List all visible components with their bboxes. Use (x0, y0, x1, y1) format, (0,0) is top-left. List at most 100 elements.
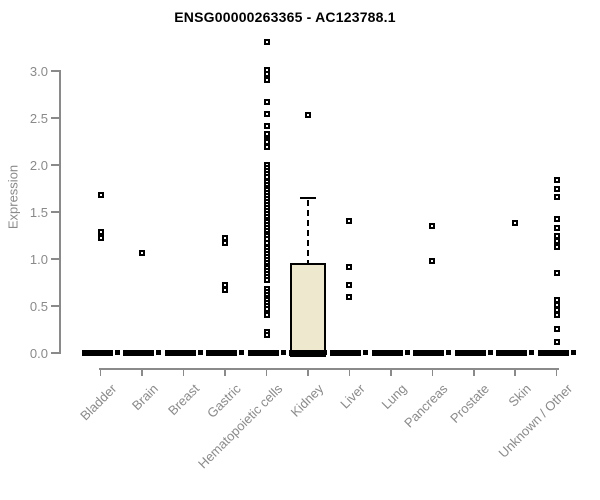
zero-point-square (114, 350, 120, 355)
zero-point-square (239, 350, 245, 355)
data-point (553, 338, 560, 345)
y-axis-tick (51, 352, 60, 354)
x-axis-tick (514, 368, 516, 376)
x-tick-label: Kidney (287, 381, 327, 420)
data-point (222, 240, 229, 247)
data-point (263, 332, 270, 339)
median-zero-bar (537, 350, 569, 356)
median-zero-bar (496, 350, 528, 356)
data-point (429, 223, 436, 230)
y-tick-label: 0.0 (29, 345, 48, 361)
data-point (304, 112, 311, 119)
x-tick-label: Gastric (203, 381, 244, 421)
data-point (263, 276, 270, 283)
data-point (97, 228, 104, 235)
median-zero-bar (206, 350, 238, 356)
x-tick-label: Liver (337, 381, 369, 412)
zero-point-square (487, 350, 493, 355)
x-axis-tick (348, 368, 351, 376)
zero-point-square (529, 350, 535, 355)
y-tick-label: 2.0 (29, 157, 48, 173)
x-axis-tick (141, 368, 143, 376)
x-axis-tick (182, 368, 185, 376)
data-point (263, 77, 270, 84)
data-point (263, 130, 270, 137)
data-point (553, 238, 560, 245)
zero-point-square (570, 350, 576, 355)
data-point (553, 177, 560, 184)
data-point (222, 287, 229, 294)
data-point (97, 192, 104, 199)
median-zero-bar (330, 350, 362, 356)
data-point (263, 99, 270, 106)
x-axis-tick (224, 368, 226, 376)
zero-point-square (404, 350, 410, 355)
data-point (263, 122, 270, 129)
median-zero-bar (81, 350, 113, 356)
median-zero-bar (123, 350, 155, 356)
y-tick-label: 2.5 (29, 110, 48, 126)
data-point (263, 305, 270, 312)
median-zero-bar (413, 350, 445, 356)
x-tick-label: Bladder (77, 381, 120, 424)
data-point (553, 215, 560, 222)
median-zero-bar (247, 350, 279, 356)
zero-point-square (363, 350, 369, 355)
y-tick-label: 3.0 (29, 63, 48, 79)
median-zero-bar (164, 350, 196, 356)
data-point (139, 250, 146, 257)
x-axis-tick (390, 368, 392, 376)
zero-point-square (280, 350, 286, 355)
data-point (429, 257, 436, 264)
data-point (553, 193, 560, 200)
x-axis-tick (307, 368, 309, 376)
y-axis-label: Expression (5, 164, 21, 230)
x-axis-tick (265, 368, 268, 376)
data-point (346, 282, 353, 289)
data-point (263, 111, 270, 118)
box (289, 262, 326, 357)
data-point (553, 270, 560, 277)
chart-title: ENSG00000263365 - AC123788.1 (174, 9, 396, 25)
median-zero-bar (289, 350, 326, 357)
data-point (263, 312, 270, 319)
y-axis-tick (51, 305, 60, 307)
x-axis-tick (555, 368, 558, 376)
zero-point-square (446, 350, 452, 355)
x-axis-tick (99, 368, 102, 376)
x-tick-label: Brain (128, 381, 161, 414)
x-tick-label: Breast (165, 381, 203, 419)
x-tick-label: Lung (378, 381, 410, 413)
x-tick-label: Prostate (447, 381, 493, 426)
data-point (346, 263, 353, 270)
x-tick-label: Skin (505, 381, 534, 410)
data-point (553, 325, 560, 332)
x-axis-tick (431, 368, 434, 376)
y-tick-label: 1.5 (29, 204, 48, 220)
data-point (346, 293, 353, 300)
zero-point-square (156, 350, 162, 355)
data-point (97, 235, 104, 242)
y-axis-tick (51, 117, 60, 119)
y-axis-tick (51, 70, 60, 72)
data-point (263, 38, 270, 45)
x-axis-tick (473, 368, 475, 376)
y-tick-label: 1.0 (29, 251, 48, 267)
x-axis-line (99, 368, 559, 370)
data-point (553, 224, 560, 231)
median-zero-bar (454, 350, 486, 356)
whisker-cap (299, 196, 316, 200)
data-point (553, 186, 560, 193)
data-point (553, 243, 560, 250)
data-point (263, 144, 270, 151)
y-axis-tick (51, 211, 60, 213)
y-axis-tick (51, 258, 60, 260)
x-tick-label: Pancreas (401, 381, 451, 431)
y-tick-label: 0.5 (29, 298, 48, 314)
data-point (512, 220, 519, 227)
zero-point-square (197, 350, 203, 355)
data-point (553, 312, 560, 319)
data-point (553, 306, 560, 313)
y-axis-tick (51, 164, 60, 166)
